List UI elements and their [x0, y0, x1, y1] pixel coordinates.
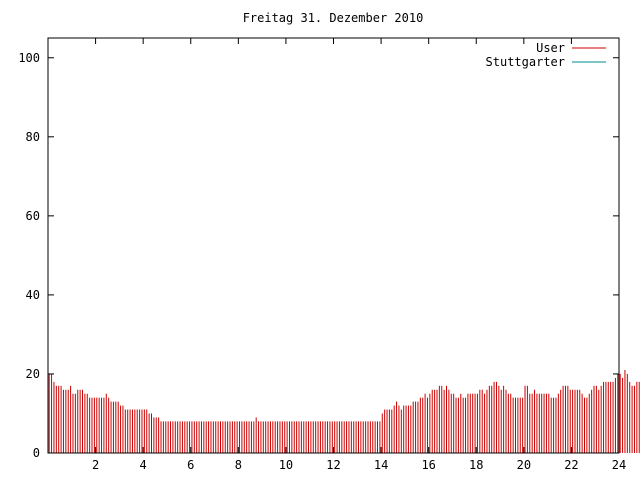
legend-label-stuttgarter: Stuttgarter	[486, 55, 565, 69]
x-tick-label: 4	[140, 458, 147, 472]
x-tick-label: 6	[187, 458, 194, 472]
x-tick-label: 16	[421, 458, 435, 472]
legend-label-user: User	[536, 41, 565, 55]
user-bars	[48, 370, 640, 453]
x-tick-label: 10	[279, 458, 293, 472]
x-tick-label: 2	[92, 458, 99, 472]
x-tick-label: 22	[564, 458, 578, 472]
x-tick-label: 14	[374, 458, 388, 472]
y-tick-label: 60	[26, 209, 40, 223]
y-tick-label: 20	[26, 367, 40, 381]
chart-title: Freitag 31. Dezember 2010	[243, 11, 424, 25]
legend: User Stuttgarter	[486, 41, 606, 69]
x-tick-label: 18	[469, 458, 483, 472]
y-tick-label: 100	[18, 51, 40, 65]
plot-frame	[47, 37, 620, 454]
y-tick-label: 0	[33, 446, 40, 460]
x-tick-label: 20	[517, 458, 531, 472]
x-tick-label: 8	[235, 458, 242, 472]
y-tick-label: 80	[26, 130, 40, 144]
y-tick-label: 40	[26, 288, 40, 302]
x-tick-label: 24	[612, 458, 626, 472]
x-tick-label: 12	[326, 458, 340, 472]
